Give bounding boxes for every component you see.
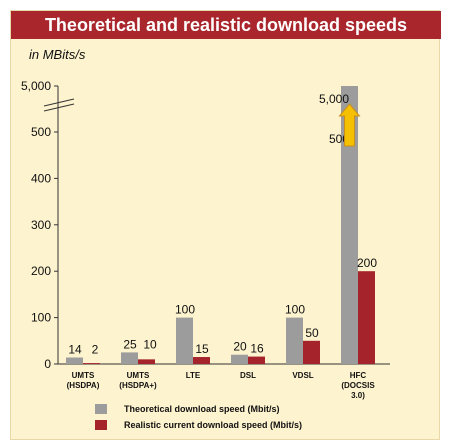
data-label: 15 [195, 342, 209, 356]
x-tick-label: (HSDPA+) [119, 381, 157, 390]
bar [176, 317, 193, 364]
x-tick-label: UMTS [127, 371, 150, 380]
x-tick-label: (DOCSIS [341, 381, 375, 390]
bar [286, 317, 303, 364]
y-tick-label: 100 [31, 311, 51, 325]
data-label: 100 [175, 303, 195, 317]
chart-panel: Theoretical and realistic download speed… [10, 10, 441, 440]
y-tick-label: 200 [31, 264, 51, 278]
data-label: 2 [92, 343, 99, 357]
y-tick-label: 300 [31, 218, 51, 232]
bar [231, 354, 248, 364]
bar [303, 340, 320, 364]
data-label: 16 [250, 342, 264, 356]
x-tick-label: (HSDPA) [67, 381, 100, 390]
data-label: 5,000 [319, 92, 349, 106]
data-label: 20 [233, 340, 247, 354]
x-tick-label: VDSL [292, 371, 313, 380]
bar [341, 86, 358, 364]
arrow-up-icon [338, 103, 361, 147]
legend-label: Theoretical download speed (Mbit/s) [124, 404, 280, 414]
bar [121, 352, 138, 364]
data-label: 200 [357, 256, 377, 270]
x-tick-label: 3.0) [351, 391, 365, 400]
bar [66, 357, 83, 364]
legend-label: Realistic current download speed (Mbit/s… [124, 420, 302, 430]
data-label: 10 [143, 337, 157, 351]
bar [358, 271, 375, 364]
x-tick-label: DSL [240, 371, 256, 380]
title-bar [11, 11, 441, 39]
data-label: 100 [285, 303, 305, 317]
legend-swatch [95, 420, 107, 430]
chart-title: Theoretical and realistic download speed… [44, 15, 408, 35]
y-tick-label: 5,000 [21, 79, 51, 93]
y-tick-label: 0 [44, 357, 51, 371]
bar [248, 356, 265, 364]
axis-break-mark [43, 98, 75, 107]
bar [138, 359, 155, 364]
legend-swatch [95, 404, 107, 414]
data-label: 50 [305, 326, 319, 340]
x-tick-label: LTE [186, 371, 201, 380]
data-label: 14 [68, 343, 82, 357]
bar [83, 363, 100, 364]
unit-label: in MBits/s [29, 47, 86, 62]
x-tick-label: HFC [350, 371, 367, 380]
data-label: 25 [123, 337, 137, 351]
x-tick-label: UMTS [72, 371, 95, 380]
bar [193, 357, 210, 364]
y-tick-label: 500 [31, 125, 51, 139]
y-tick-label: 400 [31, 171, 51, 185]
axis-break-mark [43, 103, 75, 112]
